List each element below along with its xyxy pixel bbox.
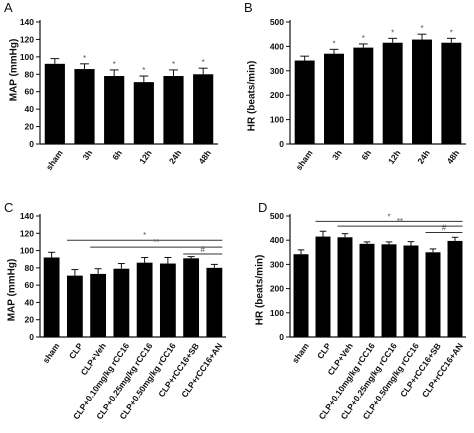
panel-letter: D bbox=[258, 200, 267, 215]
y-tick-label: 0 bbox=[29, 139, 34, 149]
comparison-label: # bbox=[442, 223, 447, 232]
bar-C-4 bbox=[136, 262, 153, 337]
y-tick-label: 60 bbox=[25, 280, 35, 290]
bar-B-5 bbox=[441, 42, 462, 144]
x-tick-label: sham bbox=[44, 148, 65, 172]
comparison-label: # bbox=[201, 245, 206, 254]
bar-A-1 bbox=[74, 69, 95, 144]
comparison-label: ** bbox=[397, 217, 403, 226]
bar-D-5 bbox=[403, 245, 419, 337]
x-tick-label: 12h bbox=[137, 148, 154, 166]
y-tick-label: 100 bbox=[20, 246, 34, 256]
y-tick-label: 200 bbox=[270, 90, 284, 100]
y-axis-title: HR (beats/min) bbox=[254, 255, 265, 326]
comparison-label: ** bbox=[153, 238, 159, 247]
x-tick-label: 6h bbox=[359, 148, 373, 162]
significance-marker: * bbox=[362, 34, 365, 43]
bar-B-0 bbox=[294, 60, 315, 144]
bar-A-5 bbox=[193, 74, 214, 144]
comparison-label: * bbox=[387, 212, 390, 221]
y-tick-label: 500 bbox=[270, 17, 284, 27]
bar-A-4 bbox=[163, 76, 184, 144]
y-tick-label: 0 bbox=[29, 332, 34, 342]
bar-D-7 bbox=[447, 240, 463, 337]
x-tick-label: sham bbox=[294, 148, 315, 172]
y-tick-label: 0 bbox=[279, 332, 284, 342]
bar-D-3 bbox=[359, 243, 375, 337]
bar-D-1 bbox=[315, 236, 331, 337]
bar-D-0 bbox=[293, 254, 309, 337]
y-tick-label: 20 bbox=[25, 315, 35, 325]
y-tick-label: 80 bbox=[25, 263, 35, 273]
bar-B-2 bbox=[353, 47, 374, 145]
significance-marker: * bbox=[391, 28, 394, 37]
y-tick-label: 120 bbox=[20, 34, 34, 44]
panel-letter: C bbox=[4, 200, 13, 215]
x-tick-label: 3h bbox=[330, 148, 344, 162]
significance-marker: * bbox=[142, 66, 145, 75]
bar-C-2 bbox=[90, 273, 107, 337]
bar-A-3 bbox=[133, 82, 154, 144]
bar-C-7 bbox=[206, 267, 223, 337]
x-tick-label: CLP bbox=[315, 341, 333, 361]
bar-B-1 bbox=[324, 53, 344, 144]
y-tick-label: 140 bbox=[20, 17, 34, 27]
comparison-label: * bbox=[143, 231, 146, 240]
y-tick-label: 60 bbox=[25, 87, 35, 97]
y-tick-label: 100 bbox=[270, 308, 284, 318]
x-tick-label: sham bbox=[290, 341, 311, 365]
y-tick-label: 40 bbox=[25, 297, 35, 307]
y-axis-title: HR (beats/min) bbox=[246, 61, 257, 132]
y-tick-label: 400 bbox=[270, 41, 284, 51]
y-tick-label: 120 bbox=[20, 228, 34, 238]
y-tick-label: 300 bbox=[270, 259, 284, 269]
x-tick-label: 3h bbox=[81, 148, 95, 162]
y-axis-title: MAP (mmHg) bbox=[6, 259, 17, 322]
bar-D-6 bbox=[425, 252, 441, 337]
bar-B-3 bbox=[382, 42, 403, 144]
significance-marker: * bbox=[172, 60, 175, 69]
significance-marker: * bbox=[202, 58, 205, 67]
bar-C-3 bbox=[113, 268, 130, 337]
significance-marker: * bbox=[420, 24, 423, 33]
significance-marker: * bbox=[83, 54, 86, 63]
significance-marker: * bbox=[332, 39, 335, 48]
significance-marker: * bbox=[450, 28, 453, 37]
y-axis-title: MAP (mmHg) bbox=[8, 39, 19, 102]
panel-letter: A bbox=[4, 0, 13, 15]
x-tick-label: 48h bbox=[445, 148, 462, 166]
y-tick-label: 200 bbox=[270, 284, 284, 294]
x-tick-label: 48h bbox=[196, 148, 213, 166]
y-tick-label: 500 bbox=[270, 211, 284, 221]
x-tick-label: CLP bbox=[67, 341, 85, 361]
bar-A-0 bbox=[44, 63, 65, 145]
x-tick-label: 24h bbox=[415, 148, 432, 166]
x-tick-label: 6h bbox=[110, 148, 124, 162]
significance-marker: * bbox=[113, 60, 116, 69]
bar-D-2 bbox=[337, 237, 353, 337]
bar-A-2 bbox=[104, 76, 125, 144]
y-tick-label: 140 bbox=[20, 211, 34, 221]
y-tick-label: 400 bbox=[270, 235, 284, 245]
y-tick-label: 40 bbox=[25, 104, 35, 114]
bar-C-0 bbox=[43, 257, 60, 337]
y-tick-label: 20 bbox=[25, 122, 35, 132]
x-tick-label: 12h bbox=[386, 148, 403, 166]
x-tick-label: sham bbox=[41, 341, 62, 365]
bar-C-1 bbox=[66, 275, 83, 337]
x-tick-label: CLP+rCC16+AN bbox=[420, 341, 465, 399]
y-tick-label: 100 bbox=[20, 52, 34, 62]
bar-C-5 bbox=[159, 263, 176, 337]
x-tick-label: 24h bbox=[167, 148, 184, 166]
bar-D-4 bbox=[381, 244, 397, 337]
y-tick-label: 80 bbox=[25, 69, 35, 79]
panel-letter: B bbox=[244, 0, 253, 15]
bar-B-4 bbox=[412, 39, 432, 144]
y-tick-label: 300 bbox=[270, 66, 284, 76]
y-tick-label: 100 bbox=[270, 115, 284, 125]
bar-C-6 bbox=[183, 258, 200, 337]
y-tick-label: 0 bbox=[279, 139, 284, 149]
